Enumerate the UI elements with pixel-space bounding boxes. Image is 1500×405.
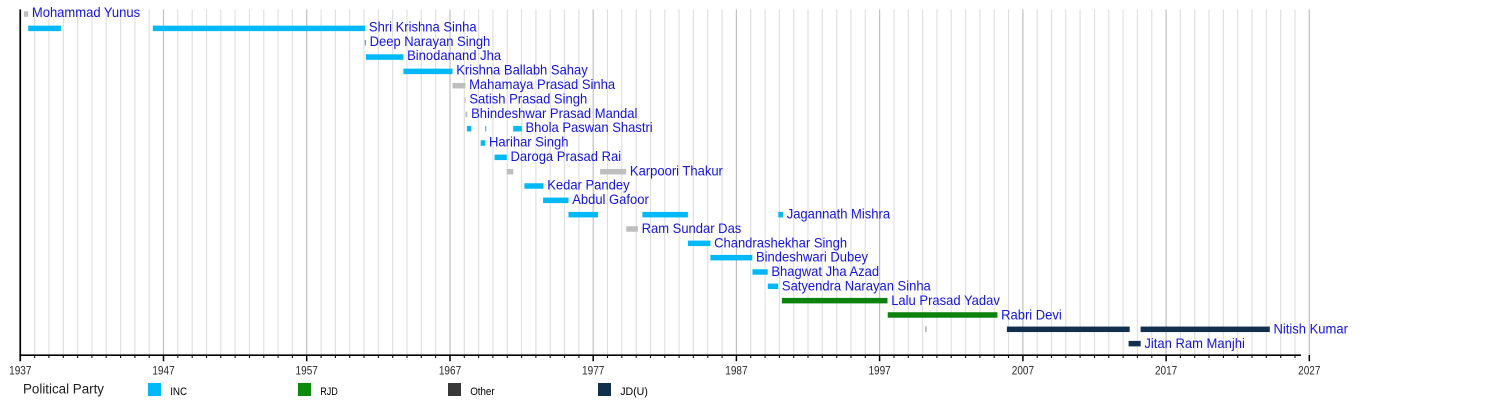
svg-text:Krishna Ballabh Sahay: Krishna Ballabh Sahay bbox=[456, 63, 588, 78]
svg-text:1997: 1997 bbox=[868, 364, 890, 378]
svg-text:Karpoori Thakur: Karpoori Thakur bbox=[630, 163, 723, 178]
svg-text:1947: 1947 bbox=[152, 364, 174, 378]
svg-text:Mohammad Yunus: Mohammad Yunus bbox=[32, 5, 140, 20]
svg-text:1977: 1977 bbox=[582, 364, 604, 378]
svg-text:1967: 1967 bbox=[439, 364, 461, 378]
svg-text:Mahamaya Prasad Sinha: Mahamaya Prasad Sinha bbox=[469, 77, 615, 92]
svg-text:Satyendra Narayan Sinha: Satyendra Narayan Sinha bbox=[782, 279, 931, 294]
svg-text:Jitan Ram Manjhi: Jitan Ram Manjhi bbox=[1144, 336, 1245, 351]
svg-text:Daroga Prasad Rai: Daroga Prasad Rai bbox=[511, 149, 622, 164]
svg-text:2027: 2027 bbox=[1298, 364, 1320, 378]
svg-text:2017: 2017 bbox=[1155, 364, 1177, 378]
svg-text:RJD: RJD bbox=[320, 386, 338, 398]
svg-text:1987: 1987 bbox=[725, 364, 747, 378]
svg-text:Satish Prasad Singh: Satish Prasad Singh bbox=[469, 91, 587, 106]
svg-text:1937: 1937 bbox=[9, 364, 31, 378]
svg-text:Chandrashekhar Singh: Chandrashekhar Singh bbox=[714, 235, 847, 250]
svg-text:Bindeshwari Dubey: Bindeshwari Dubey bbox=[756, 250, 868, 265]
svg-text:Harihar Singh: Harihar Singh bbox=[489, 135, 569, 150]
svg-text:Other: Other bbox=[470, 386, 495, 398]
svg-text:Lalu Prasad Yadav: Lalu Prasad Yadav bbox=[891, 293, 1000, 308]
svg-text:Binodanand Jha: Binodanand Jha bbox=[407, 48, 501, 63]
svg-text:1957: 1957 bbox=[296, 364, 318, 378]
svg-text:Bhindeshwar Prasad Mandal: Bhindeshwar Prasad Mandal bbox=[471, 106, 637, 121]
svg-text:INC: INC bbox=[170, 386, 187, 398]
svg-text:Bhola Paswan Shastri: Bhola Paswan Shastri bbox=[526, 120, 653, 135]
svg-text:Jagannath Mishra: Jagannath Mishra bbox=[787, 207, 891, 222]
svg-text:Nitish Kumar: Nitish Kumar bbox=[1274, 322, 1349, 337]
svg-text:Shri Krishna Sinha: Shri Krishna Sinha bbox=[369, 19, 477, 34]
svg-text:Political Party: Political Party bbox=[23, 382, 104, 397]
svg-text:Rabri Devi: Rabri Devi bbox=[1001, 307, 1062, 322]
svg-text:Ram Sundar Das: Ram Sundar Das bbox=[642, 221, 742, 236]
svg-text:Abdul Gafoor: Abdul Gafoor bbox=[572, 192, 649, 207]
svg-text:Deep Narayan Singh: Deep Narayan Singh bbox=[370, 34, 491, 49]
svg-text:JD(U): JD(U) bbox=[620, 386, 648, 398]
svg-text:Bhagwat Jha Azad: Bhagwat Jha Azad bbox=[771, 264, 879, 279]
svg-text:2007: 2007 bbox=[1012, 364, 1034, 378]
svg-text:Kedar Pandey: Kedar Pandey bbox=[547, 178, 630, 193]
